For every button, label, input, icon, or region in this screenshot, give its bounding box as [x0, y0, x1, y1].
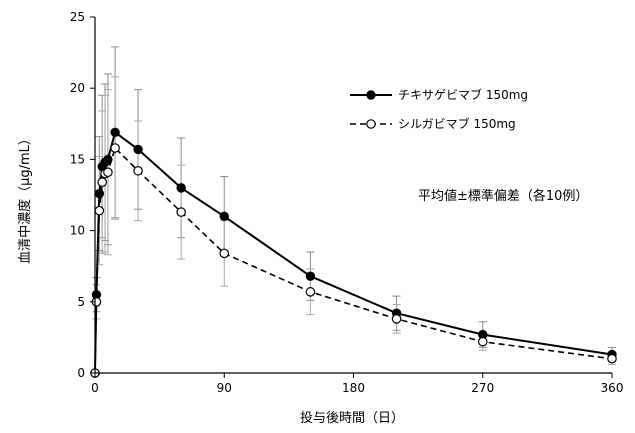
- legend-marker-series-2: [366, 119, 376, 129]
- data-point-s2-8: [176, 207, 186, 217]
- data-point-s2-10: [305, 287, 316, 297]
- x-tick-label-0: 0: [91, 381, 99, 395]
- legend-label-series-1: チキサゲビマブ 150mg: [398, 87, 528, 102]
- data-point-s1-5: [103, 154, 113, 165]
- y-tick-label-1: 5: [77, 295, 85, 309]
- x-tick-label-4: 360: [601, 381, 624, 395]
- data-point-s2-6: [110, 143, 120, 153]
- data-point-s2-11: [391, 314, 402, 324]
- data-point-s2-5: [103, 167, 113, 178]
- y-tick-label-0: 0: [77, 366, 85, 380]
- series-line-1: [94, 131, 613, 374]
- series-line-2: [94, 147, 613, 374]
- data-point-s2-13: [607, 353, 617, 364]
- legend: チキサゲビマブ 150mg シルガビマブ 150mg: [350, 87, 528, 131]
- data-point-s2-9: [219, 248, 230, 259]
- y-tick-label-5: 25: [70, 10, 85, 24]
- data-point-s1-2: [94, 188, 105, 199]
- legend-marker-series-1: [366, 90, 376, 100]
- data-point-s2-12: [477, 336, 488, 347]
- y-tick-label-2: 10: [70, 224, 85, 238]
- data-point-s2-2: [94, 205, 105, 216]
- y-tick-label-4: 20: [70, 81, 85, 95]
- series-lines-layer: [94, 131, 613, 374]
- data-point-s1-6: [110, 127, 120, 138]
- x-axis-title: 投与後時間（日）: [300, 410, 404, 426]
- axis-ticks: 0 5 10 15 20 25 0 90 180 270 360: [70, 10, 624, 395]
- x-tick-label-3: 270: [471, 381, 494, 395]
- data-point-s2-3: [97, 177, 107, 187]
- data-point-s1-7: [133, 144, 143, 155]
- data-point-s1-10: [305, 271, 316, 281]
- x-tick-label-1: 90: [217, 381, 232, 395]
- data-point-s2-7: [133, 165, 143, 176]
- y-axis-title: 血清中濃度（μg/mL）: [17, 132, 33, 264]
- y-tick-label-3: 15: [70, 152, 85, 166]
- data-point-s1-9: [219, 211, 229, 222]
- data-point-s1-8: [176, 183, 186, 193]
- annotation-mean-sd: 平均値±標準偏差（各10例）: [418, 188, 588, 204]
- series-markers-layer: [90, 127, 617, 378]
- x-tick-label-2: 180: [342, 381, 365, 395]
- legend-label-series-2: シルガビマブ 150mg: [398, 116, 516, 131]
